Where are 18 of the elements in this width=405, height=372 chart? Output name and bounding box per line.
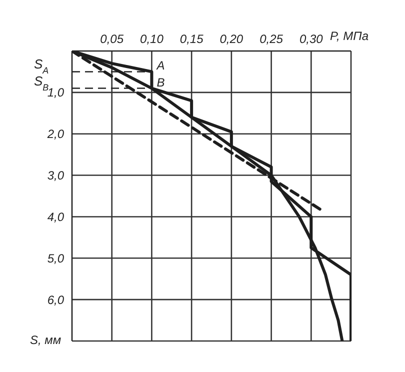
y-axis-title: S, мм (30, 333, 62, 347)
y-tick-label: 2,0 (46, 127, 64, 142)
x-tick-label: 0,20 (220, 32, 244, 46)
x-tick-label: 0,05 (100, 32, 124, 46)
y-tick-label: 6,0 (47, 292, 64, 307)
x-tick-label: 0,30 (299, 32, 324, 46)
y-tick-label: 5,0 (47, 251, 64, 266)
annotation: A (156, 58, 165, 73)
y-tick-label: 4,0 (47, 210, 64, 224)
x-tick-label: 0,25 (260, 32, 284, 46)
ref-line-label: S$_{B}$ (34, 73, 49, 92)
x-tick-label: 0,15 (180, 32, 204, 46)
y-tick-label: 1,0 (47, 86, 64, 100)
x-tick-label: 0,10 (140, 32, 164, 46)
ref-line-label: S$_{A}$ (34, 56, 49, 76)
annotation: B (156, 75, 165, 90)
x-axis-title: P, МПа (330, 29, 368, 43)
y-tick-label: 3,0 (47, 168, 64, 183)
